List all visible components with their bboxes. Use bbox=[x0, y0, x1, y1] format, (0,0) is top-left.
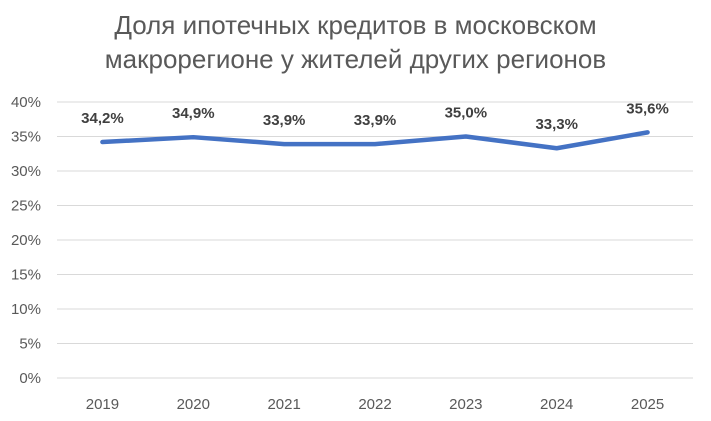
y-tick-label: 20% bbox=[11, 232, 41, 249]
y-tick-label: 25% bbox=[11, 198, 41, 215]
data-labels: 34,2% 34,9% 33,9% 33,9% 35,0% 33,3% 35,6% bbox=[81, 100, 669, 133]
chart-title-line-1: Доля ипотечных кредитов в московском bbox=[114, 10, 597, 40]
y-tick-label: 40% bbox=[11, 94, 41, 111]
y-tick-label: 35% bbox=[11, 129, 41, 146]
y-tick-label: 30% bbox=[11, 163, 41, 180]
y-tick-label: 0% bbox=[19, 370, 41, 387]
data-label: 35,0% bbox=[445, 105, 488, 122]
data-label: 34,9% bbox=[172, 105, 215, 122]
series bbox=[100, 130, 650, 151]
chart-title: Доля ипотечных кредитов в московском мак… bbox=[0, 8, 711, 76]
x-tick-label: 2025 bbox=[631, 396, 664, 413]
x-axis-tick-labels: 2019 2020 2021 2022 2023 2024 2025 bbox=[86, 396, 665, 413]
y-tick-label: 10% bbox=[11, 301, 41, 318]
data-label: 33,3% bbox=[535, 116, 578, 133]
data-label: 33,9% bbox=[354, 112, 397, 129]
x-tick-label: 2023 bbox=[449, 396, 482, 413]
chart-title-line-2: макрорегионе у жителей других регионов bbox=[104, 44, 607, 74]
x-tick-label: 2021 bbox=[267, 396, 300, 413]
gridlines bbox=[57, 101, 693, 379]
x-tick-label: 2020 bbox=[177, 396, 210, 413]
x-tick-label: 2022 bbox=[358, 396, 391, 413]
y-axis-tick-labels: 0% 5% 10% 15% 20% 25% 30% 35% 40% bbox=[11, 94, 41, 387]
data-label: 35,6% bbox=[626, 100, 669, 117]
x-tick-label: 2024 bbox=[540, 396, 573, 413]
series-line bbox=[100, 130, 650, 151]
data-label: 33,9% bbox=[263, 112, 306, 129]
data-label: 34,2% bbox=[81, 110, 124, 127]
y-tick-label: 5% bbox=[19, 336, 41, 353]
y-tick-label: 15% bbox=[11, 267, 41, 284]
x-tick-label: 2019 bbox=[86, 396, 119, 413]
